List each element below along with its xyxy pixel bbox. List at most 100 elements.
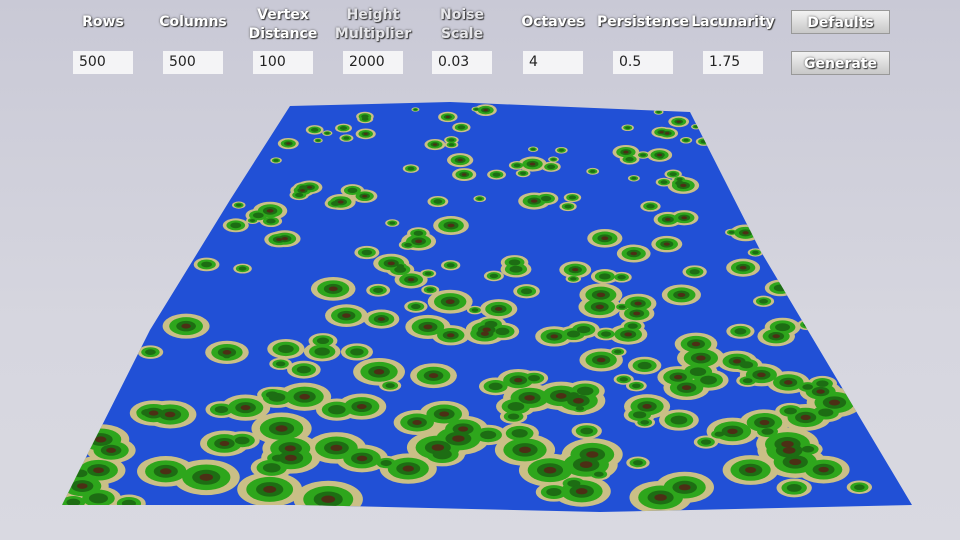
- label-line: Columns: [159, 14, 227, 30]
- terrain-patch: [350, 348, 364, 356]
- terrain-patch: [784, 380, 793, 385]
- terrain-patch: [339, 126, 348, 130]
- terrain-patch: [265, 391, 279, 399]
- terrain-patch: [413, 108, 418, 111]
- terrain-patch: [633, 311, 641, 316]
- label-line: Scale: [440, 26, 484, 42]
- terrain-patch: [543, 466, 557, 474]
- terrain-patch: [669, 172, 677, 177]
- terrain-patch: [640, 153, 647, 157]
- field-label: Vertex Distance: [233, 6, 333, 44]
- terrain-patch: [457, 125, 466, 130]
- terrain-patch: [181, 323, 191, 329]
- terrain-patch: [495, 327, 510, 336]
- terrain-patch: [752, 250, 759, 255]
- terrain-patch: [448, 143, 455, 147]
- terrain-patch: [599, 273, 611, 280]
- terrain-patch: [618, 305, 626, 309]
- terrain-patch: [691, 341, 701, 347]
- field-label: Columns: [143, 13, 243, 32]
- terrain-patch: [631, 176, 637, 180]
- terrain-patch: [789, 458, 802, 466]
- terrain-patch: [558, 148, 565, 152]
- terrain-patch: [474, 108, 479, 111]
- terrain-patch: [739, 361, 754, 369]
- terrain-patch: [530, 148, 536, 151]
- terrain-patch: [433, 199, 443, 204]
- terrain-patch: [654, 494, 667, 501]
- terrain-patch: [683, 138, 689, 142]
- terrain-patch: [284, 454, 297, 462]
- terrain-patch: [362, 194, 368, 198]
- terrain-patch: [659, 131, 664, 134]
- terrain-patch: [380, 460, 392, 467]
- terrain-patch: [601, 331, 612, 337]
- terrain-patch: [222, 350, 232, 355]
- terrain-patch: [328, 404, 346, 415]
- terrain-patch: [617, 274, 626, 280]
- terrain-patch: [396, 264, 405, 269]
- terrain-patch: [624, 332, 633, 337]
- label-line: Persistence: [596, 14, 690, 30]
- terrain-patch: [477, 197, 483, 201]
- terrain-patch: [575, 488, 588, 495]
- terrain-patch: [361, 249, 373, 256]
- terrain-patch: [276, 237, 282, 242]
- terrain-patch: [759, 298, 768, 304]
- text-input[interactable]: 2000: [343, 51, 403, 74]
- terrain-patch: [576, 386, 594, 396]
- terrain-patch: [637, 361, 652, 370]
- terrain-patch: [426, 287, 434, 292]
- terrain-patch: [632, 411, 647, 419]
- terrain-patch: [424, 271, 432, 276]
- terrain-patch: [514, 377, 523, 383]
- terrain-patch: [432, 449, 452, 460]
- terrain-patch: [547, 164, 556, 169]
- terrain-patch: [681, 216, 688, 220]
- terrain-patch: [300, 189, 305, 192]
- terrain-patch: [88, 493, 108, 504]
- terrain-patch: [728, 230, 735, 234]
- terrain-patch: [670, 415, 688, 425]
- terrain-patch: [238, 266, 247, 271]
- terrain-patch: [278, 344, 294, 354]
- terrain-patch: [680, 183, 687, 188]
- terrain-patch: [321, 495, 336, 503]
- terrain-patch: [646, 204, 655, 209]
- terrain-patch: [482, 327, 491, 332]
- label-line: Vertex: [257, 7, 309, 23]
- terrain-patch: [310, 127, 319, 132]
- terrain-patch: [507, 413, 520, 420]
- text-input[interactable]: 1.75: [703, 51, 763, 74]
- text-input[interactable]: 500: [73, 51, 133, 74]
- text-input[interactable]: 0.03: [432, 51, 492, 74]
- label-line: Octaves: [521, 14, 585, 30]
- field-label: Lacunarity: [683, 13, 783, 32]
- text-input[interactable]: 4: [523, 51, 583, 74]
- terrain-patch: [266, 209, 274, 213]
- text-input[interactable]: 0.5: [613, 51, 673, 74]
- terrain-patch: [739, 265, 747, 270]
- text-input[interactable]: 500: [163, 51, 223, 74]
- terrain-patch: [266, 218, 276, 224]
- terrain-patch: [356, 403, 367, 410]
- terrain-patch: [377, 317, 385, 321]
- terrain-patch: [800, 320, 815, 329]
- button[interactable]: Generate: [791, 51, 890, 75]
- terrain-patch: [775, 323, 791, 332]
- terrain-patch: [201, 261, 212, 268]
- terrain-patch: [546, 487, 562, 497]
- terrain-patch: [415, 239, 423, 244]
- label-line: Lacunarity: [691, 14, 775, 30]
- terrain-patch: [412, 420, 422, 425]
- terrain-patch: [488, 382, 503, 391]
- button[interactable]: Defaults: [791, 10, 890, 34]
- terrain-patch: [230, 222, 242, 229]
- text-input[interactable]: 100: [253, 51, 313, 74]
- terrain-patch: [445, 299, 455, 305]
- terrain-patch: [700, 439, 712, 445]
- field-label: Octaves: [503, 13, 603, 32]
- terrain-patch: [640, 420, 650, 425]
- terrain-patch: [520, 171, 527, 175]
